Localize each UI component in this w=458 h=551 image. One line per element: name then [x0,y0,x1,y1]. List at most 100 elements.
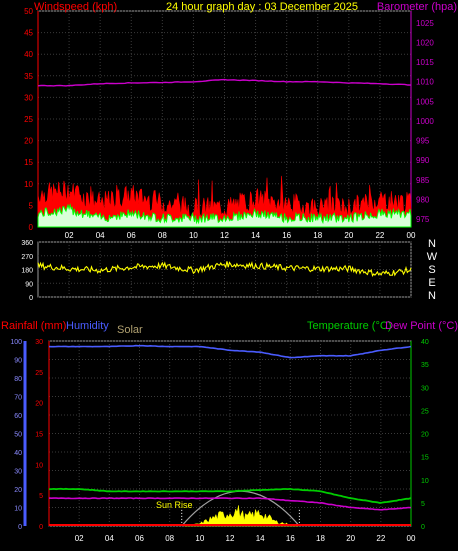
x-tick-label: 18 [316,534,325,543]
sunrise-label: Sun Rise [156,500,193,510]
left-tick-label: 5 [29,201,34,210]
rain-tick-label: 30 [35,339,43,346]
compass-label: W [427,251,438,263]
direction-tick-label: 360 [21,240,33,247]
direction-tick-label: 270 [21,254,33,261]
x-tick-label: 18 [313,231,322,240]
humidity-tick-label: 10 [14,506,22,513]
x-tick-label: 16 [286,534,295,543]
humidity-tick-label: 0 [18,524,22,531]
direction-tick-label: 0 [29,295,33,302]
series [48,344,412,527]
rain-humidity-temperature-panel: Rainfall (mm) Humidity Solar Temperature… [1,320,458,543]
gust-series [37,203,412,228]
x-tick-label: 20 [344,231,353,240]
humidity-tick-label: 70 [14,395,22,402]
left-tick-label: 35 [24,72,33,81]
temperature-tick-label: 20 [421,432,429,439]
solar-label: Solar [117,324,143,336]
compass-label: N [428,290,436,302]
x-tick-label: 14 [251,231,260,240]
rain-tick-label: 25 [35,370,43,377]
barometer-series [37,78,412,87]
right-tick-label: 980 [416,196,430,205]
dewpoint-axis-label: Dew Point (°C) [385,320,458,332]
x-tick-label: 08 [158,231,167,240]
rain-tick-label: 15 [35,432,43,439]
compass-label: N [428,238,436,250]
x-tick-label: 00 [407,534,416,543]
rain-tick-label: 10 [35,462,43,469]
dewpoint-series [48,497,412,511]
x-tick-label: 20 [346,534,355,543]
chart-title: 24 hour graph day : 03 December 2025 [166,1,358,13]
x-tick-label: 06 [127,231,136,240]
left-axis: 0 5 10 15 20 25 30 35 40 45 50 [24,7,33,232]
x-axis: 02 04 06 08 10 12 14 16 18 20 22 00 [65,231,416,240]
left-tick-label: 40 [24,50,33,59]
left-tick-label: 10 [24,180,33,189]
temperature-series [48,487,412,504]
x-tick-label: 00 [407,231,416,240]
temperature-tick-label: 25 [421,408,429,415]
compass-label: E [428,277,435,289]
temperature-tick-label: 40 [421,339,429,346]
humidity-tick-label: 60 [14,413,22,420]
right-tick-label: 995 [416,137,430,146]
x-tick-label: 02 [75,534,84,543]
left-axis: 0 90 180 270 360 [21,240,33,302]
grid [37,10,412,228]
humidity-tick-label: 20 [14,487,22,494]
x-tick-label: 16 [282,231,291,240]
humidity-tick-label: 40 [14,450,22,457]
right-tick-label: 1000 [416,117,434,126]
temperature-tick-label: 5 [421,501,425,508]
humidity-tick-label: 100 [10,339,22,346]
barometer-axis-label: Barometer (hpa) [377,1,457,13]
rainfall-axis-label: Rainfall (mm) [1,320,66,332]
humidity-tick-label: 30 [14,469,22,476]
right-tick-label: 1020 [416,38,434,47]
left-tick-label: 25 [24,115,33,124]
right-axis: 975 980 985 990 995 1000 1005 1010 1015 1020 1025 [416,19,434,224]
left-tick-label: 15 [24,158,33,167]
x-tick-label: 10 [195,534,204,543]
x-tick-label: 08 [165,534,174,543]
direction-tick-label: 90 [25,281,33,288]
humidity-series [48,344,412,359]
series [37,78,412,228]
left-tick-label: 45 [24,29,33,38]
left-tick-label: 20 [24,137,33,146]
direction-tick-label: 180 [21,268,33,275]
temperature-axis: 0 5 10 15 20 25 30 35 40 [421,339,429,531]
left-tick-label: 50 [24,7,33,16]
x-tick-label: 04 [96,231,105,240]
temperature-tick-label: 30 [421,385,429,392]
x-tick-label: 12 [220,231,229,240]
right-tick-label: 985 [416,176,430,185]
wind-direction-series [37,260,412,278]
right-tick-label: 1015 [416,58,434,67]
x-axis: 02 04 06 08 10 12 14 16 18 20 22 00 [75,534,416,543]
x-tick-label: 22 [375,231,384,240]
temperature-tick-label: 0 [421,524,425,531]
left-tick-label: 30 [24,93,33,102]
x-tick-label: 06 [135,534,144,543]
rain-tick-label: 0 [39,524,43,531]
humidity-axis-label: Humidity [66,320,109,332]
humidity-tick-label: 80 [14,376,22,383]
temperature-tick-label: 35 [421,362,429,369]
solar-series [184,505,298,527]
humidity-tick-label: 50 [14,432,22,439]
compass-label: S [428,264,435,276]
temperature-tick-label: 10 [421,478,429,485]
x-tick-label: 12 [226,534,235,543]
rain-axis: 0 5 10 15 20 25 30 [35,339,43,531]
right-tick-label: 1005 [416,97,434,106]
series [37,260,412,278]
x-tick-label: 22 [376,534,385,543]
grid [38,241,412,298]
